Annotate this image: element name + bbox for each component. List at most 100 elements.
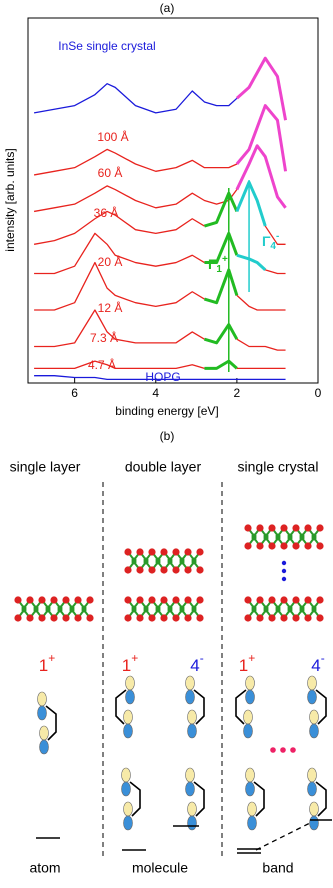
- se-atom: [268, 542, 276, 550]
- orbital-lobe: [307, 689, 317, 705]
- orbital-lobe: [309, 815, 319, 831]
- se-atom: [268, 524, 276, 532]
- orbital-bond: [115, 689, 127, 725]
- in-atom: [179, 559, 185, 565]
- se-atom: [304, 596, 312, 604]
- orbital-bond: [235, 689, 247, 725]
- se-atom: [86, 596, 94, 604]
- se-atom: [136, 566, 144, 574]
- spectrum-line: [34, 309, 205, 348]
- orbital-bond: [315, 689, 327, 725]
- se-atom: [74, 596, 82, 604]
- se-atom: [172, 548, 180, 556]
- series-label: 60 Å: [98, 165, 123, 180]
- state-number: 4: [311, 656, 320, 675]
- orbital-lobe: [185, 675, 195, 691]
- se-atom: [256, 542, 264, 550]
- se-atom: [124, 548, 132, 556]
- series-label: 20 Å: [98, 254, 123, 269]
- orbital-lobe: [123, 815, 133, 831]
- spectrum-line: [34, 360, 205, 370]
- se-atom: [304, 542, 312, 550]
- orbital-bond: [193, 689, 205, 725]
- se-atom: [62, 596, 70, 604]
- se-atom: [316, 596, 324, 604]
- se-atom: [14, 614, 22, 622]
- column-title: single crystal: [238, 459, 319, 475]
- state-sign: +: [248, 651, 255, 665]
- se-atom: [172, 566, 180, 574]
- orbital-lobe: [247, 815, 257, 831]
- panel-label: (a): [160, 1, 175, 15]
- se-atom: [124, 614, 132, 622]
- orbital-lobe: [245, 767, 255, 783]
- se-atom: [148, 566, 156, 574]
- se-atom: [280, 542, 288, 550]
- marker-symbol: Γ: [262, 233, 271, 249]
- orbital-bond: [315, 781, 327, 817]
- se-atom: [38, 614, 46, 622]
- column-footer: band: [262, 860, 293, 876]
- band-dot: [280, 747, 286, 753]
- in-atom: [263, 535, 269, 541]
- se-atom: [244, 524, 252, 532]
- plot-frame: [27, 17, 319, 384]
- spectrum-line: [204, 323, 239, 345]
- in-atom: [275, 535, 281, 541]
- band-dot: [270, 747, 276, 753]
- in-atom: [167, 607, 173, 613]
- in-atom: [191, 607, 197, 613]
- spectrum-line: [236, 294, 286, 311]
- in-atom: [131, 607, 137, 613]
- spectrum-line: [204, 268, 239, 305]
- in-atom: [287, 607, 293, 613]
- orbital-lobe: [245, 689, 255, 705]
- se-atom: [26, 596, 34, 604]
- state-label: 1+: [239, 651, 255, 675]
- se-atom: [124, 566, 132, 574]
- state-number: 1: [39, 656, 48, 675]
- se-atom: [124, 596, 132, 604]
- spectrum-line: [235, 104, 288, 172]
- se-atom: [280, 614, 288, 622]
- state-label: 1+: [122, 651, 138, 675]
- band-dot: [290, 747, 296, 753]
- state-label: 1+: [39, 651, 55, 675]
- se-atom: [184, 596, 192, 604]
- se-atom: [196, 548, 204, 556]
- orbital-lobe: [309, 801, 319, 817]
- se-atom: [50, 596, 58, 604]
- se-atom: [136, 614, 144, 622]
- se-atom: [50, 614, 58, 622]
- spectrum-line: [33, 210, 205, 245]
- se-atom: [316, 614, 324, 622]
- orbital-lobe: [187, 723, 197, 739]
- marker-symbol: Γ: [208, 256, 217, 272]
- orbital-lobe: [121, 781, 131, 797]
- se-atom: [160, 548, 168, 556]
- in-atom: [191, 559, 197, 565]
- in-atom: [179, 607, 185, 613]
- series-label: 36 Å: [94, 205, 119, 220]
- in-atom: [263, 607, 269, 613]
- se-atom: [268, 614, 276, 622]
- in-atom: [45, 607, 51, 613]
- se-atom: [292, 614, 300, 622]
- in-atom: [311, 607, 317, 613]
- stack-dot: [281, 568, 287, 574]
- in-atom: [69, 607, 75, 613]
- in-atom: [287, 535, 293, 541]
- marker-sup: +: [222, 254, 228, 265]
- in-atom: [155, 559, 161, 565]
- stack-dot: [281, 576, 287, 582]
- se-atom: [136, 596, 144, 604]
- in-atom: [311, 535, 317, 541]
- se-atom: [304, 614, 312, 622]
- se-atom: [244, 596, 252, 604]
- spectrum-line: [33, 148, 238, 176]
- marker-sub: 1: [216, 264, 222, 275]
- marker-label: Γ4-: [262, 231, 279, 252]
- se-atom: [184, 548, 192, 556]
- se-atom: [196, 596, 204, 604]
- orbital-lobe: [187, 815, 197, 831]
